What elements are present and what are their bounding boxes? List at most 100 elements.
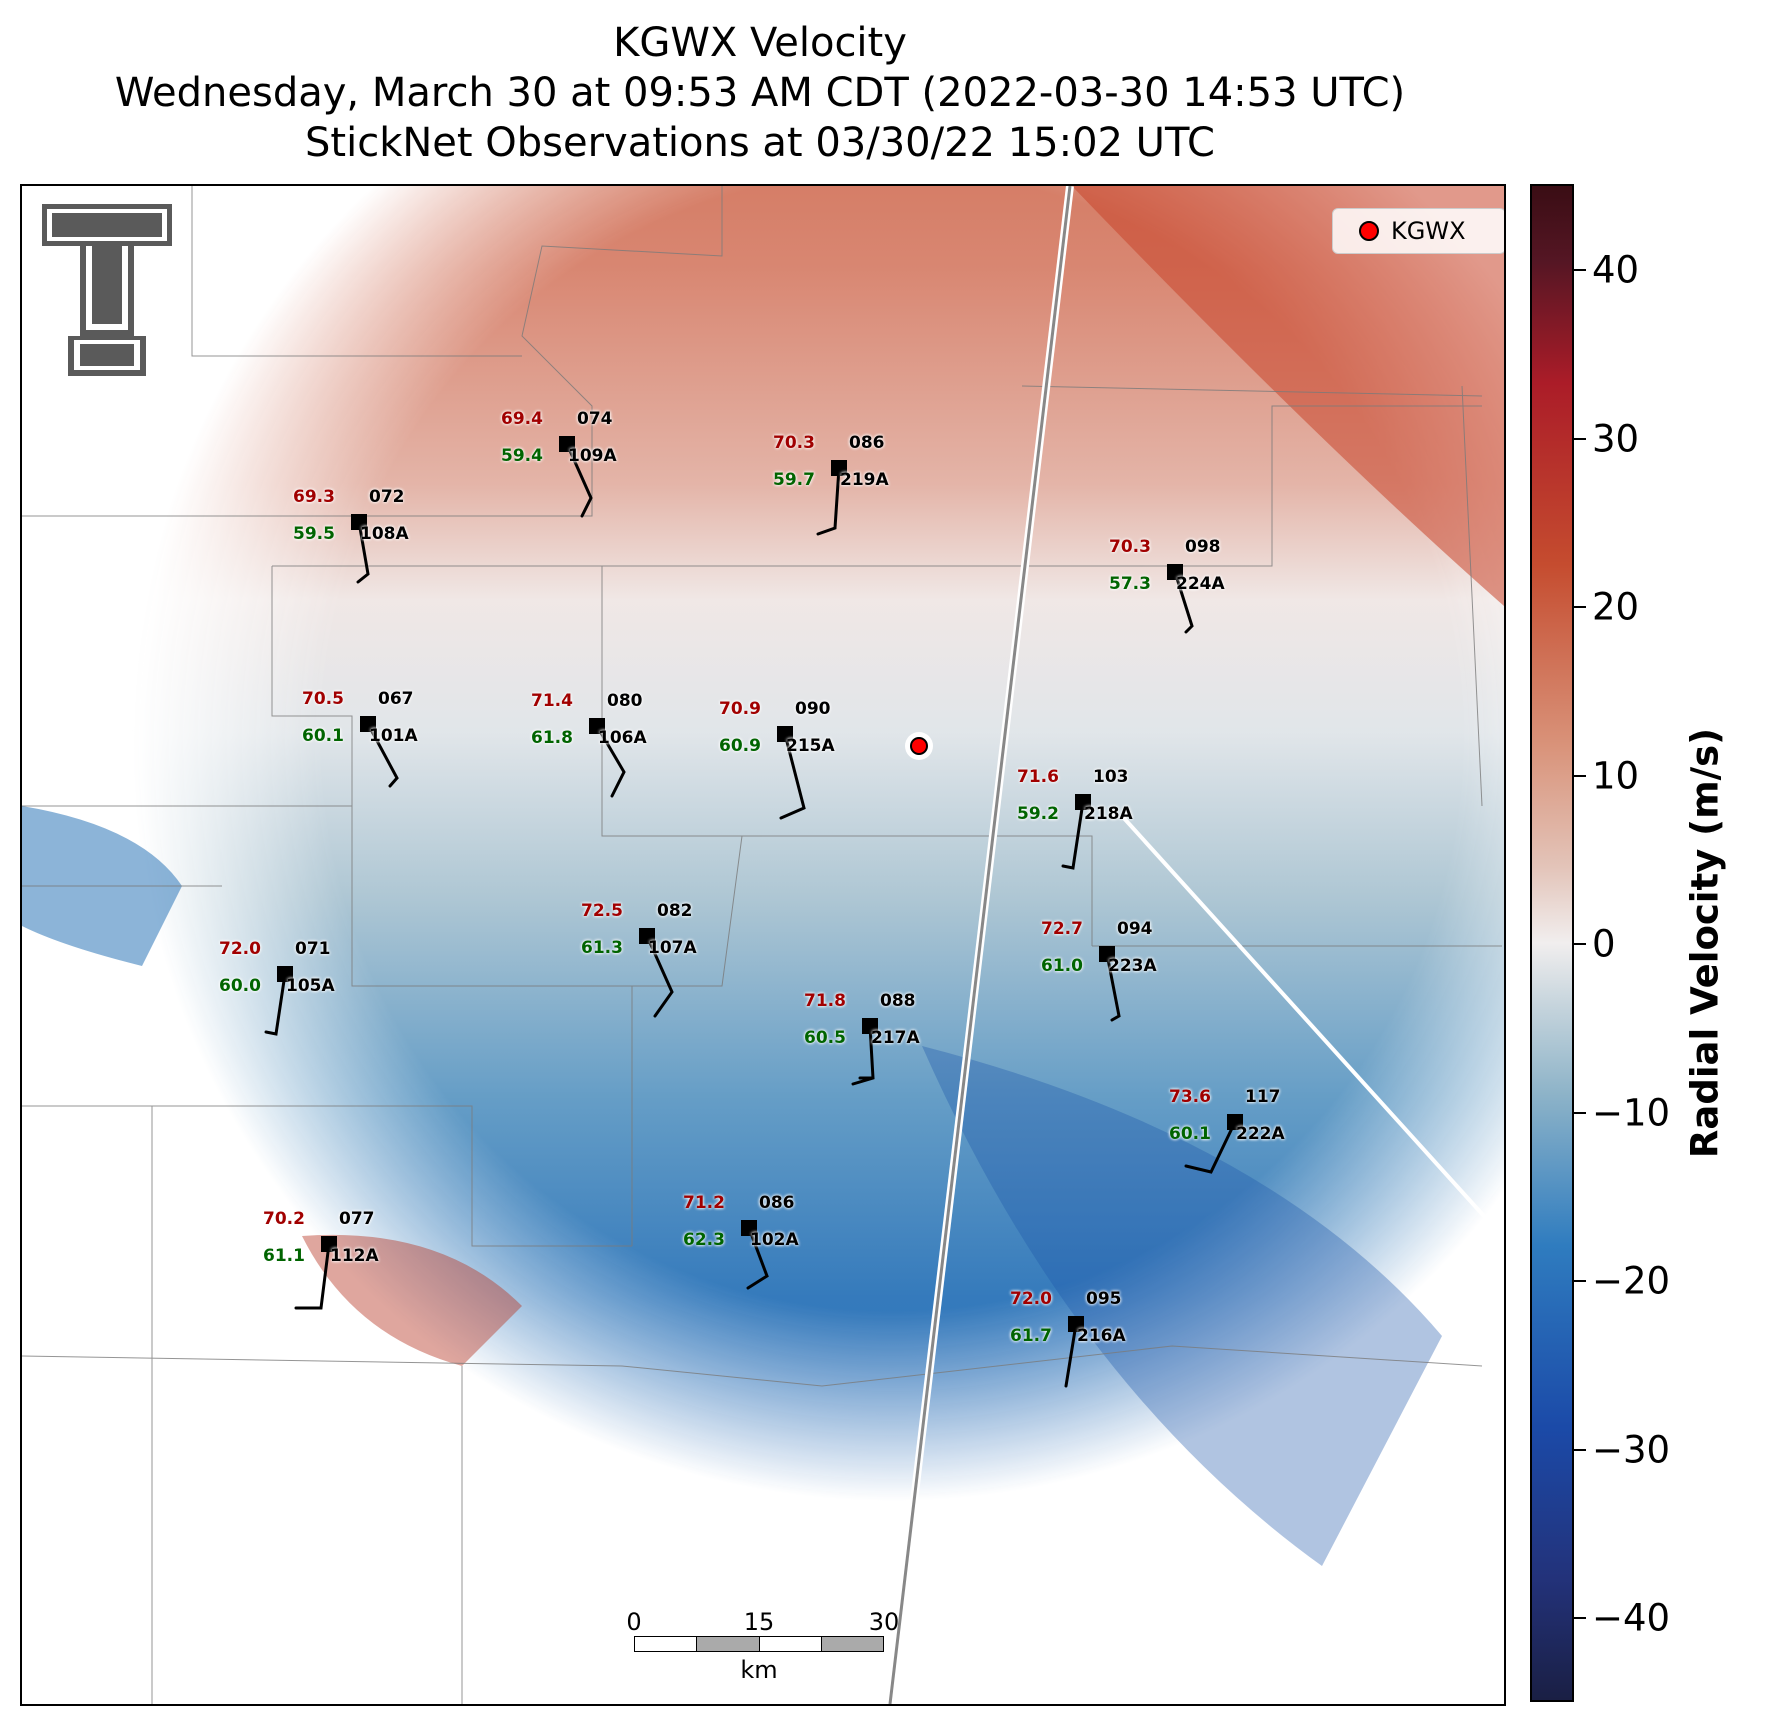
wind-direction-label: 088 [880,991,916,1011]
colorbar-tick-label: −20 [1592,1259,1671,1303]
scale-bar: 0 15 30 km [626,1608,899,1698]
station-marker [589,718,605,734]
station-marker [1075,794,1091,810]
temperature-label: 72.7 [1041,919,1083,939]
temperature-label: 72.0 [1010,1289,1052,1309]
scale-segment [759,1636,822,1652]
wind-direction-label: 117 [1245,1087,1281,1107]
colorbar-tick-label: 20 [1592,585,1640,629]
temperature-label: 70.3 [773,433,815,453]
station-id-label: 224A [1176,574,1225,594]
colorbar-title: Radial Velocity (m/s) [1683,727,1727,1159]
colorbar-tick-label: 0 [1592,922,1616,966]
scale-segment [696,1636,760,1652]
wind-direction-label: 067 [378,689,414,709]
wind-direction-label: 082 [657,901,693,921]
colorbar-tick-label: −30 [1592,1428,1671,1472]
wind-direction-label: 074 [577,409,613,429]
station-id-label: 217A [871,1028,920,1048]
station-id-label: 215A [786,736,835,756]
dewpoint-label: 57.3 [1109,574,1151,594]
station-id-label: 112A [330,1246,379,1266]
colorbar-tick [1574,1617,1586,1619]
station-marker [360,716,376,732]
colorbar-tick [1574,1112,1586,1114]
station-marker [777,726,793,742]
temperature-label: 70.3 [1109,537,1151,557]
temperature-label: 70.5 [302,689,344,709]
wind-direction-label: 086 [759,1193,795,1213]
temperature-label: 72.0 [219,939,261,959]
dewpoint-label: 60.5 [804,1028,846,1048]
station-id-label: 108A [360,524,409,544]
station-id-label: 218A [1084,804,1133,824]
colorbar-tick [1574,943,1586,945]
station-id-label: 223A [1108,956,1157,976]
station-id-label: 106A [598,728,647,748]
station-marker [862,1018,878,1034]
radar-map[interactable]: KGWX 69.4 074 59.4 109A [20,184,1506,1706]
dewpoint-label: 59.5 [293,524,335,544]
station-marker [559,436,575,452]
station-marker [741,1220,757,1236]
wind-direction-label: 103 [1093,767,1129,787]
colorbar-tick-label: 10 [1592,754,1640,798]
station-id-label: 101A [369,726,418,746]
scale-segment [821,1636,884,1652]
plot-title: KGWX Velocity Wednesday, March 30 at 09:… [0,18,1520,168]
velocity-colorbar [1530,184,1574,1702]
dewpoint-label: 60.1 [302,726,344,746]
station-marker [277,966,293,982]
temperature-label: 70.9 [719,699,761,719]
dewpoint-label: 60.0 [219,976,261,996]
dewpoint-label: 61.8 [531,728,573,748]
station-id-label: 219A [840,470,889,490]
colorbar-tick [1574,775,1586,777]
scale-segment [634,1636,697,1652]
title-line-2: Wednesday, March 30 at 09:53 AM CDT (202… [114,70,1406,116]
colorbar-tick-label: 30 [1592,417,1640,461]
dewpoint-label: 62.3 [683,1230,725,1250]
colorbar-tick [1574,438,1586,440]
wind-direction-label: 086 [849,433,885,453]
wind-direction-label: 077 [339,1209,375,1229]
legend-label: KGWX [1391,217,1466,245]
station-id-label: 222A [1236,1124,1285,1144]
velocity-field [22,186,1504,1704]
dewpoint-label: 59.4 [501,446,543,466]
scale-label-0: 0 [626,1608,642,1636]
title-line-3: StickNet Observations at 03/30/22 15:02 … [305,120,1215,166]
dewpoint-label: 61.0 [1041,956,1083,976]
wind-direction-label: 098 [1185,537,1221,557]
wind-direction-label: 090 [795,699,831,719]
wind-direction-label: 080 [607,691,643,711]
colorbar-tick-label: 40 [1592,248,1640,292]
station-marker [1099,946,1115,962]
temperature-label: 71.6 [1017,767,1059,787]
dewpoint-label: 61.3 [581,938,623,958]
title-line-1: KGWX Velocity [613,20,907,66]
station-id-label: 109A [568,446,617,466]
station-marker [1068,1316,1084,1332]
temperature-label: 72.5 [581,901,623,921]
station-marker [1167,564,1183,580]
texas-tech-logo-icon [42,204,172,376]
temperature-label: 69.3 [293,487,335,507]
colorbar-tick-label: −10 [1592,1091,1671,1135]
wind-direction-label: 071 [295,939,331,959]
colorbar-tick [1574,269,1586,271]
station-marker [321,1236,337,1252]
temperature-label: 69.4 [501,409,543,429]
station-id-label: 107A [648,938,697,958]
station-id-label: 216A [1077,1326,1126,1346]
map-legend: KGWX [1332,208,1504,254]
station-marker [1227,1114,1243,1130]
colorbar-tick [1574,1449,1586,1451]
scale-unit-label: km [740,1656,778,1684]
station-id-label: 105A [286,976,335,996]
wind-direction-label: 094 [1117,919,1153,939]
colorbar-tick [1574,606,1586,608]
dewpoint-label: 61.7 [1010,1326,1052,1346]
dewpoint-label: 60.9 [719,736,761,756]
kgwx-radar-site-marker[interactable] [910,737,928,755]
